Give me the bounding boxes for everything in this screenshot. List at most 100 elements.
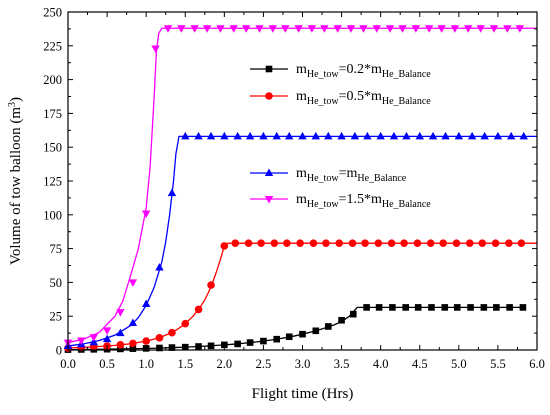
data-point	[268, 25, 277, 33]
series-3	[63, 131, 537, 349]
legend-entry: mHe_tow=0.5*mHe_Balance	[250, 89, 431, 107]
data-point	[273, 335, 281, 343]
data-point	[255, 25, 264, 33]
y-tick-label: 0	[56, 344, 62, 358]
data-point	[156, 344, 163, 352]
data-point	[324, 131, 333, 140]
data-point	[244, 239, 253, 247]
data-point	[202, 25, 212, 33]
data-point	[259, 131, 268, 140]
data-point	[190, 25, 199, 33]
data-point	[476, 25, 485, 33]
data-point	[272, 131, 281, 140]
data-point	[402, 131, 411, 140]
data-point	[221, 341, 228, 349]
data-point	[216, 25, 225, 33]
x-tick-label: 5.0	[451, 357, 467, 371]
legend-label-subscript: He_tow	[307, 96, 339, 107]
data-point	[168, 344, 176, 351]
data-point	[519, 131, 528, 140]
data-point	[194, 305, 203, 314]
axis-ticks: 0.0 0.5 1.0 1.5 2.0 2.5 3.0 3.5 4.0 4.5 5.0 5.5 6.0 0…	[43, 6, 545, 372]
y-axis-title-superscript: 3	[7, 102, 18, 107]
series-line	[67, 135, 537, 347]
data-point	[206, 131, 216, 140]
legend-entry: mHe_tow=1.5*mHe_Balance	[250, 192, 431, 210]
series-layer	[63, 25, 537, 353]
series-2	[64, 239, 537, 352]
data-point	[428, 304, 435, 311]
y-tick-label: 150	[43, 141, 62, 155]
data-point	[142, 337, 150, 345]
data-point	[155, 263, 164, 271]
data-point	[374, 239, 383, 247]
legend-marker	[265, 92, 273, 100]
data-point	[375, 304, 383, 311]
legend-marker	[264, 196, 274, 204]
series-4	[63, 25, 537, 348]
y-axis-title: Volume of tow balloon (m3)	[7, 97, 25, 265]
data-point	[424, 25, 434, 33]
data-point	[181, 319, 190, 328]
data-point	[283, 239, 291, 247]
data-point	[141, 299, 151, 308]
legend-entry: mHe_tow=mHe_Balance	[250, 166, 407, 184]
data-point	[194, 131, 203, 140]
x-tick-label: 4.5	[412, 357, 428, 371]
data-point	[231, 239, 240, 247]
y-tick-label: 25	[50, 310, 63, 324]
data-point	[320, 25, 329, 33]
data-point	[294, 25, 303, 33]
y-tick-label: 225	[43, 39, 62, 53]
legend-label-text: m	[296, 62, 307, 77]
x-tick-label: 2.0	[217, 357, 233, 371]
data-point	[312, 327, 320, 335]
data-point	[260, 337, 267, 345]
data-point	[363, 131, 372, 140]
legend-label-text: m	[296, 166, 307, 181]
data-point	[453, 304, 461, 311]
legend-marker	[265, 65, 273, 73]
data-point	[439, 239, 448, 247]
data-point	[207, 342, 215, 350]
legend: mHe_tow=0.2*mHe_BalancemHe_tow=0.5*mHe_B…	[250, 62, 431, 210]
data-point	[505, 239, 513, 247]
x-tick-label: 3.0	[295, 357, 311, 371]
data-point	[155, 334, 164, 342]
data-point	[324, 323, 332, 330]
data-point	[376, 131, 385, 140]
data-point	[385, 25, 395, 33]
data-point	[77, 337, 86, 346]
x-tick-label: 6.0	[529, 357, 545, 371]
data-point	[480, 131, 489, 140]
y-tick-label: 100	[43, 208, 62, 222]
data-point	[129, 345, 137, 352]
data-point	[167, 188, 177, 197]
data-point	[361, 239, 369, 247]
x-tick-label: 1.0	[138, 357, 154, 371]
data-point	[335, 239, 344, 247]
y-tick-label: 250	[43, 6, 62, 20]
series-line	[67, 27, 537, 344]
legend-label: mHe_tow=0.2*mHe_Balance	[296, 62, 431, 80]
data-point	[413, 239, 422, 247]
data-point	[398, 25, 407, 33]
data-point	[467, 131, 477, 140]
y-tick-label: 75	[50, 242, 63, 256]
data-point	[285, 131, 294, 140]
series-1	[64, 304, 527, 353]
data-point	[452, 239, 461, 247]
y-axis-title-close: )	[8, 97, 24, 102]
data-point	[181, 131, 190, 140]
legend-label-text: =0.2*m	[339, 62, 382, 77]
data-point	[270, 239, 279, 247]
data-point	[296, 239, 304, 247]
data-point	[363, 304, 370, 311]
data-point	[411, 25, 421, 33]
legend-label-text: =m	[339, 166, 358, 181]
legend-label-subscript: He_Balance	[357, 173, 406, 184]
y-tick-label: 200	[43, 73, 62, 87]
data-point	[480, 304, 488, 311]
data-point	[242, 25, 251, 33]
